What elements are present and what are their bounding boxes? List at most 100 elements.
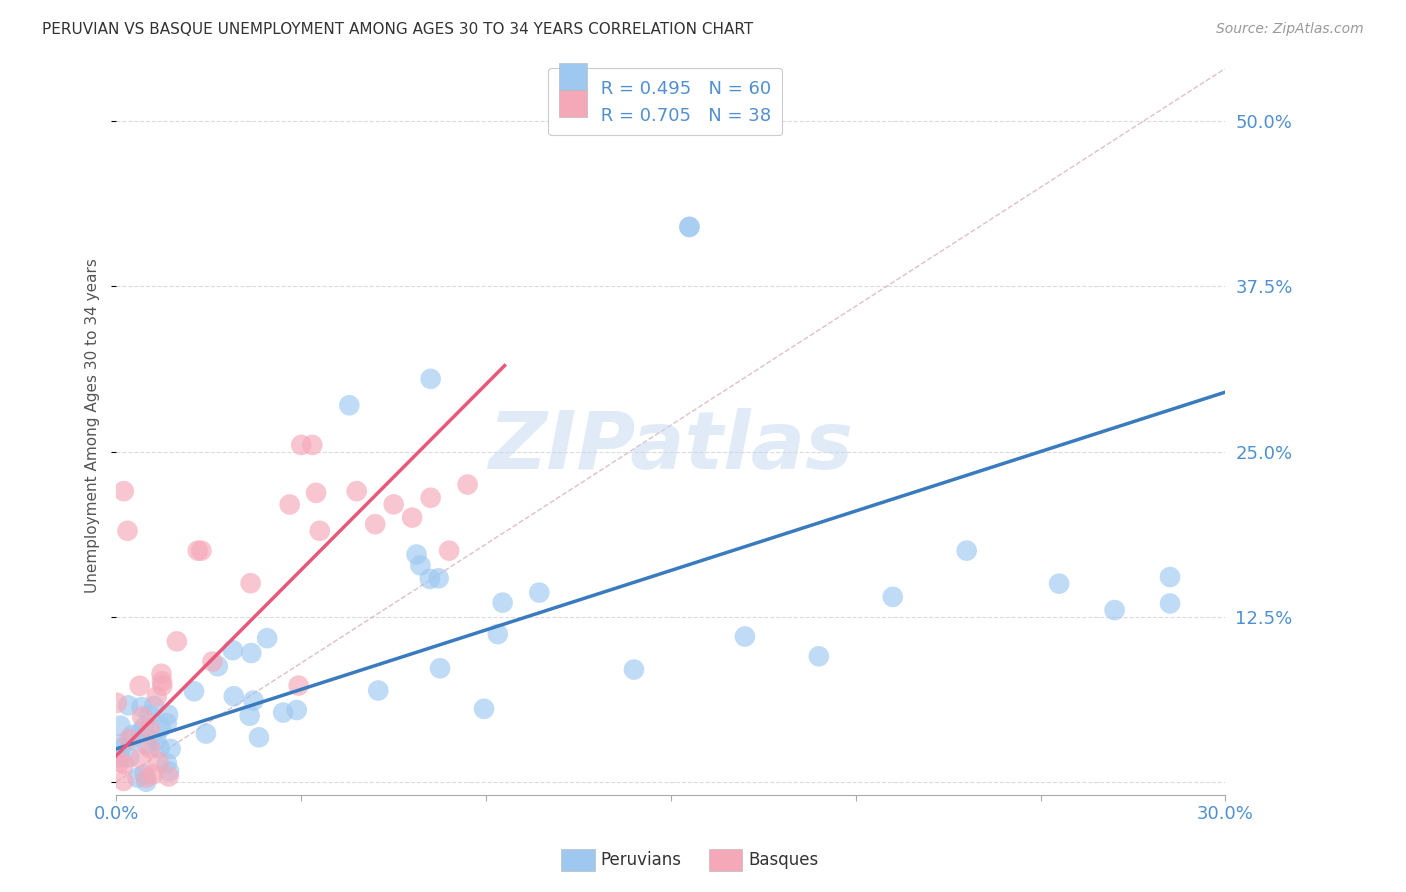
Peruvians [405,548,427,562]
Peruvians [1159,570,1181,584]
Peruvians [427,571,450,585]
Peruvians [486,627,509,641]
Peruvians [429,661,451,675]
Peruvians [256,631,278,645]
Peruvians [271,706,294,720]
Text: ZIPatlas: ZIPatlas [488,409,853,486]
Peruvians [108,750,131,764]
Peruvians [207,659,229,673]
Basques [138,723,160,737]
Text: PERUVIAN VS BASQUE UNEMPLOYMENT AMONG AGES 30 TO 34 YEARS CORRELATION CHART: PERUVIAN VS BASQUE UNEMPLOYMENT AMONG AG… [42,22,754,37]
Basques [108,756,131,770]
Basques [457,477,479,491]
Basques [187,543,209,558]
Peruvians [134,720,156,734]
Basques [419,491,441,505]
Peruvians [156,716,179,731]
Peruvians [247,731,270,745]
Peruvians [138,708,160,723]
Peruvians [472,702,495,716]
Basques [117,524,139,538]
Peruvians [110,718,132,732]
Peruvians [240,646,263,660]
Text: Peruvians: Peruvians [600,851,682,869]
Peruvians [1104,603,1126,617]
Basques [301,438,323,452]
Peruvians [156,756,179,771]
Peruvians [285,703,308,717]
Peruvians [159,742,181,756]
Peruvians [135,738,157,752]
Peruvians [623,663,645,677]
Peruvians [956,543,979,558]
Peruvians [734,630,756,644]
Peruvians [117,698,139,713]
Peruvians [135,774,157,789]
Peruvians [678,219,700,234]
Peruvians [127,771,149,785]
Basques [201,655,224,669]
Peruvians [157,764,180,779]
Basques [135,771,157,785]
Basques [401,510,423,524]
Peruvians [143,699,166,714]
Basques [157,770,180,784]
Peruvians [222,643,245,657]
Peruvians [882,590,904,604]
Basques [129,751,152,765]
Y-axis label: Unemployment Among Ages 30 to 34 years: Unemployment Among Ages 30 to 34 years [86,258,100,592]
Basques [146,690,169,704]
Peruvians [121,728,143,742]
Peruvians [118,750,141,764]
Basques [142,767,165,781]
Peruvians [145,733,167,747]
Basques [190,543,212,558]
Peruvians [149,721,172,735]
Basques [437,543,460,558]
Peruvians [222,690,245,704]
Peruvians [242,693,264,707]
Peruvians [491,596,513,610]
Basques [112,757,135,772]
Peruvians [419,572,441,586]
Peruvians [337,398,360,412]
Basques [105,696,128,710]
Peruvians [134,767,156,781]
Basques [112,773,135,788]
Peruvians [194,726,217,740]
Text: Basques: Basques [748,851,818,869]
Peruvians [120,733,142,747]
Peruvians [367,683,389,698]
Peruvians [131,700,153,714]
Basques [166,634,188,648]
Peruvians [149,741,172,756]
Basques [150,674,173,689]
Peruvians [1159,597,1181,611]
Peruvians [529,585,551,599]
Basques [131,709,153,723]
Peruvians [157,707,180,722]
Peruvians [107,738,129,752]
Basques [290,438,312,452]
Basques [150,666,173,681]
Basques [346,484,368,499]
Legend:  R = 0.495   N = 60,  R = 0.705   N = 38: R = 0.495 N = 60, R = 0.705 N = 38 [548,68,782,136]
Basques [278,498,301,512]
Peruvians [129,724,152,739]
Peruvians [678,219,700,234]
Basques [287,679,309,693]
Peruvians [409,558,432,573]
Basques [150,679,173,693]
Basques [112,484,135,499]
Peruvians [419,372,441,386]
Basques [139,741,162,756]
Basques [364,517,387,532]
Basques [118,731,141,746]
Peruvians [239,708,262,723]
Basques [305,486,328,500]
Peruvians [807,649,830,664]
Basques [148,755,170,769]
Basques [308,524,330,538]
Basques [128,679,150,693]
Basques [239,576,262,591]
